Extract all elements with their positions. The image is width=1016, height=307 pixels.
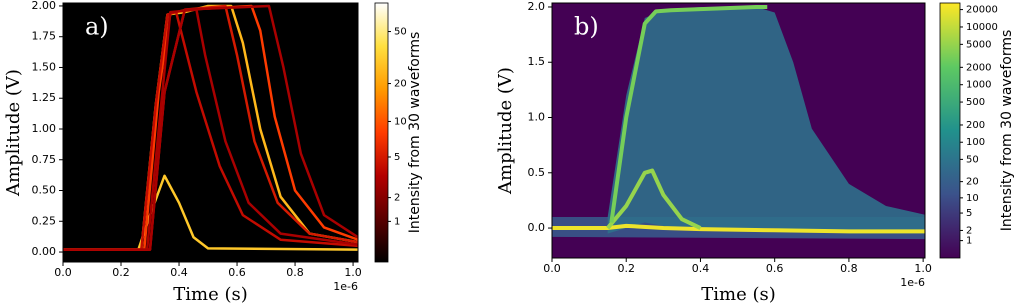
x-axis-label: Time (s) — [173, 284, 248, 305]
y-axis-label: Amplitude (V) — [495, 67, 516, 195]
x-tick-label: 1.0 — [914, 262, 932, 275]
y-tick-label: 0.25 — [32, 214, 57, 227]
colorbar-tick-label: 2 — [394, 193, 400, 204]
colorbar-tick-label: 5000 — [966, 39, 991, 50]
colorbar-tick-label: 10 — [966, 193, 979, 204]
x-tick-label: 0.0 — [543, 262, 561, 275]
x-tick-label: 0.0 — [54, 266, 72, 279]
plot-area — [63, 4, 358, 251]
waveform — [552, 223, 925, 234]
colorbar-tick-label: 1 — [966, 236, 972, 247]
x-tick-label: 1.0 — [344, 266, 362, 279]
colorbar-tick-label: 50 — [966, 154, 979, 165]
density-area — [607, 6, 925, 234]
x-tick-label: 0.4 — [692, 262, 710, 275]
y-tick-label: 0.0 — [528, 221, 546, 234]
waveform — [63, 10, 358, 251]
waveform — [63, 174, 358, 251]
colorbar-tick-label: 2000 — [966, 62, 991, 73]
colorbar-tick-label: 10 — [394, 116, 407, 127]
plot-area — [552, 4, 925, 240]
y-tick-label: 2.00 — [32, 0, 57, 12]
colorbar-tick-label: 500 — [966, 97, 985, 108]
x-offset-label: 1e-6 — [900, 276, 925, 289]
plot-frame — [551, 2, 926, 259]
colorbar-label: Intensity from 30 waveforms — [999, 30, 1015, 232]
y-tick-label: 1.75 — [32, 30, 57, 43]
x-tick-label: 0.2 — [617, 262, 635, 275]
y-tick-label: 0.5 — [528, 166, 546, 179]
colorbar-label: Intensity from 30 waveforms — [407, 32, 423, 234]
colorbar-tick-label: 5 — [966, 208, 972, 219]
y-tick-label: 1.0 — [528, 111, 546, 124]
y-axis-label: Amplitude (V) — [3, 69, 24, 197]
y-tick-label: 0.75 — [32, 153, 57, 166]
colorbar-tick-label: 5 — [394, 152, 400, 163]
colorbar-tick-label: 20 — [966, 177, 979, 188]
y-tick-label: 1.00 — [32, 122, 57, 135]
y-tick-label: 0.50 — [32, 184, 57, 197]
x-offset-label: 1e-6 — [333, 280, 358, 293]
y-tick-label: 0.00 — [32, 245, 57, 258]
waveform — [63, 4, 358, 251]
waveform — [609, 4, 768, 223]
colorbar-tick-label: 200 — [966, 120, 985, 131]
colorbar-tick-label: 20 — [394, 79, 407, 90]
x-axis-label: Time (s) — [701, 284, 776, 305]
x-tick-label: 0.8 — [840, 262, 858, 275]
colorbar-tick-label: 2 — [966, 225, 972, 236]
colorbar — [374, 2, 389, 263]
x-tick-label: 0.6 — [228, 266, 246, 279]
plot-background — [63, 3, 358, 262]
x-tick-label: 0.6 — [766, 262, 784, 275]
panel-title: b) — [574, 13, 599, 41]
y-tick-label: 2.0 — [528, 0, 546, 13]
y-tick-label: 1.25 — [32, 91, 57, 104]
colorbar-tick-label: 100 — [966, 137, 985, 148]
waveform — [63, 8, 358, 251]
colorbar-tick-label: 1000 — [966, 80, 991, 91]
colorbar-tick-label: 50 — [394, 27, 407, 38]
plot-frame — [62, 2, 359, 263]
x-tick-label: 0.4 — [170, 266, 188, 279]
waveform — [606, 168, 702, 230]
panel-title: a) — [85, 13, 109, 41]
x-tick-label: 0.8 — [286, 266, 304, 279]
colorbar-tick-label: 10000 — [966, 22, 998, 33]
y-tick-label: 1.5 — [528, 55, 546, 68]
x-tick-label: 0.2 — [112, 266, 130, 279]
colorbar — [939, 2, 961, 259]
colorbar-tick-label: 20000 — [966, 5, 998, 16]
colorbar-tick-label: 1 — [394, 216, 400, 227]
y-tick-label: 1.50 — [32, 60, 57, 73]
